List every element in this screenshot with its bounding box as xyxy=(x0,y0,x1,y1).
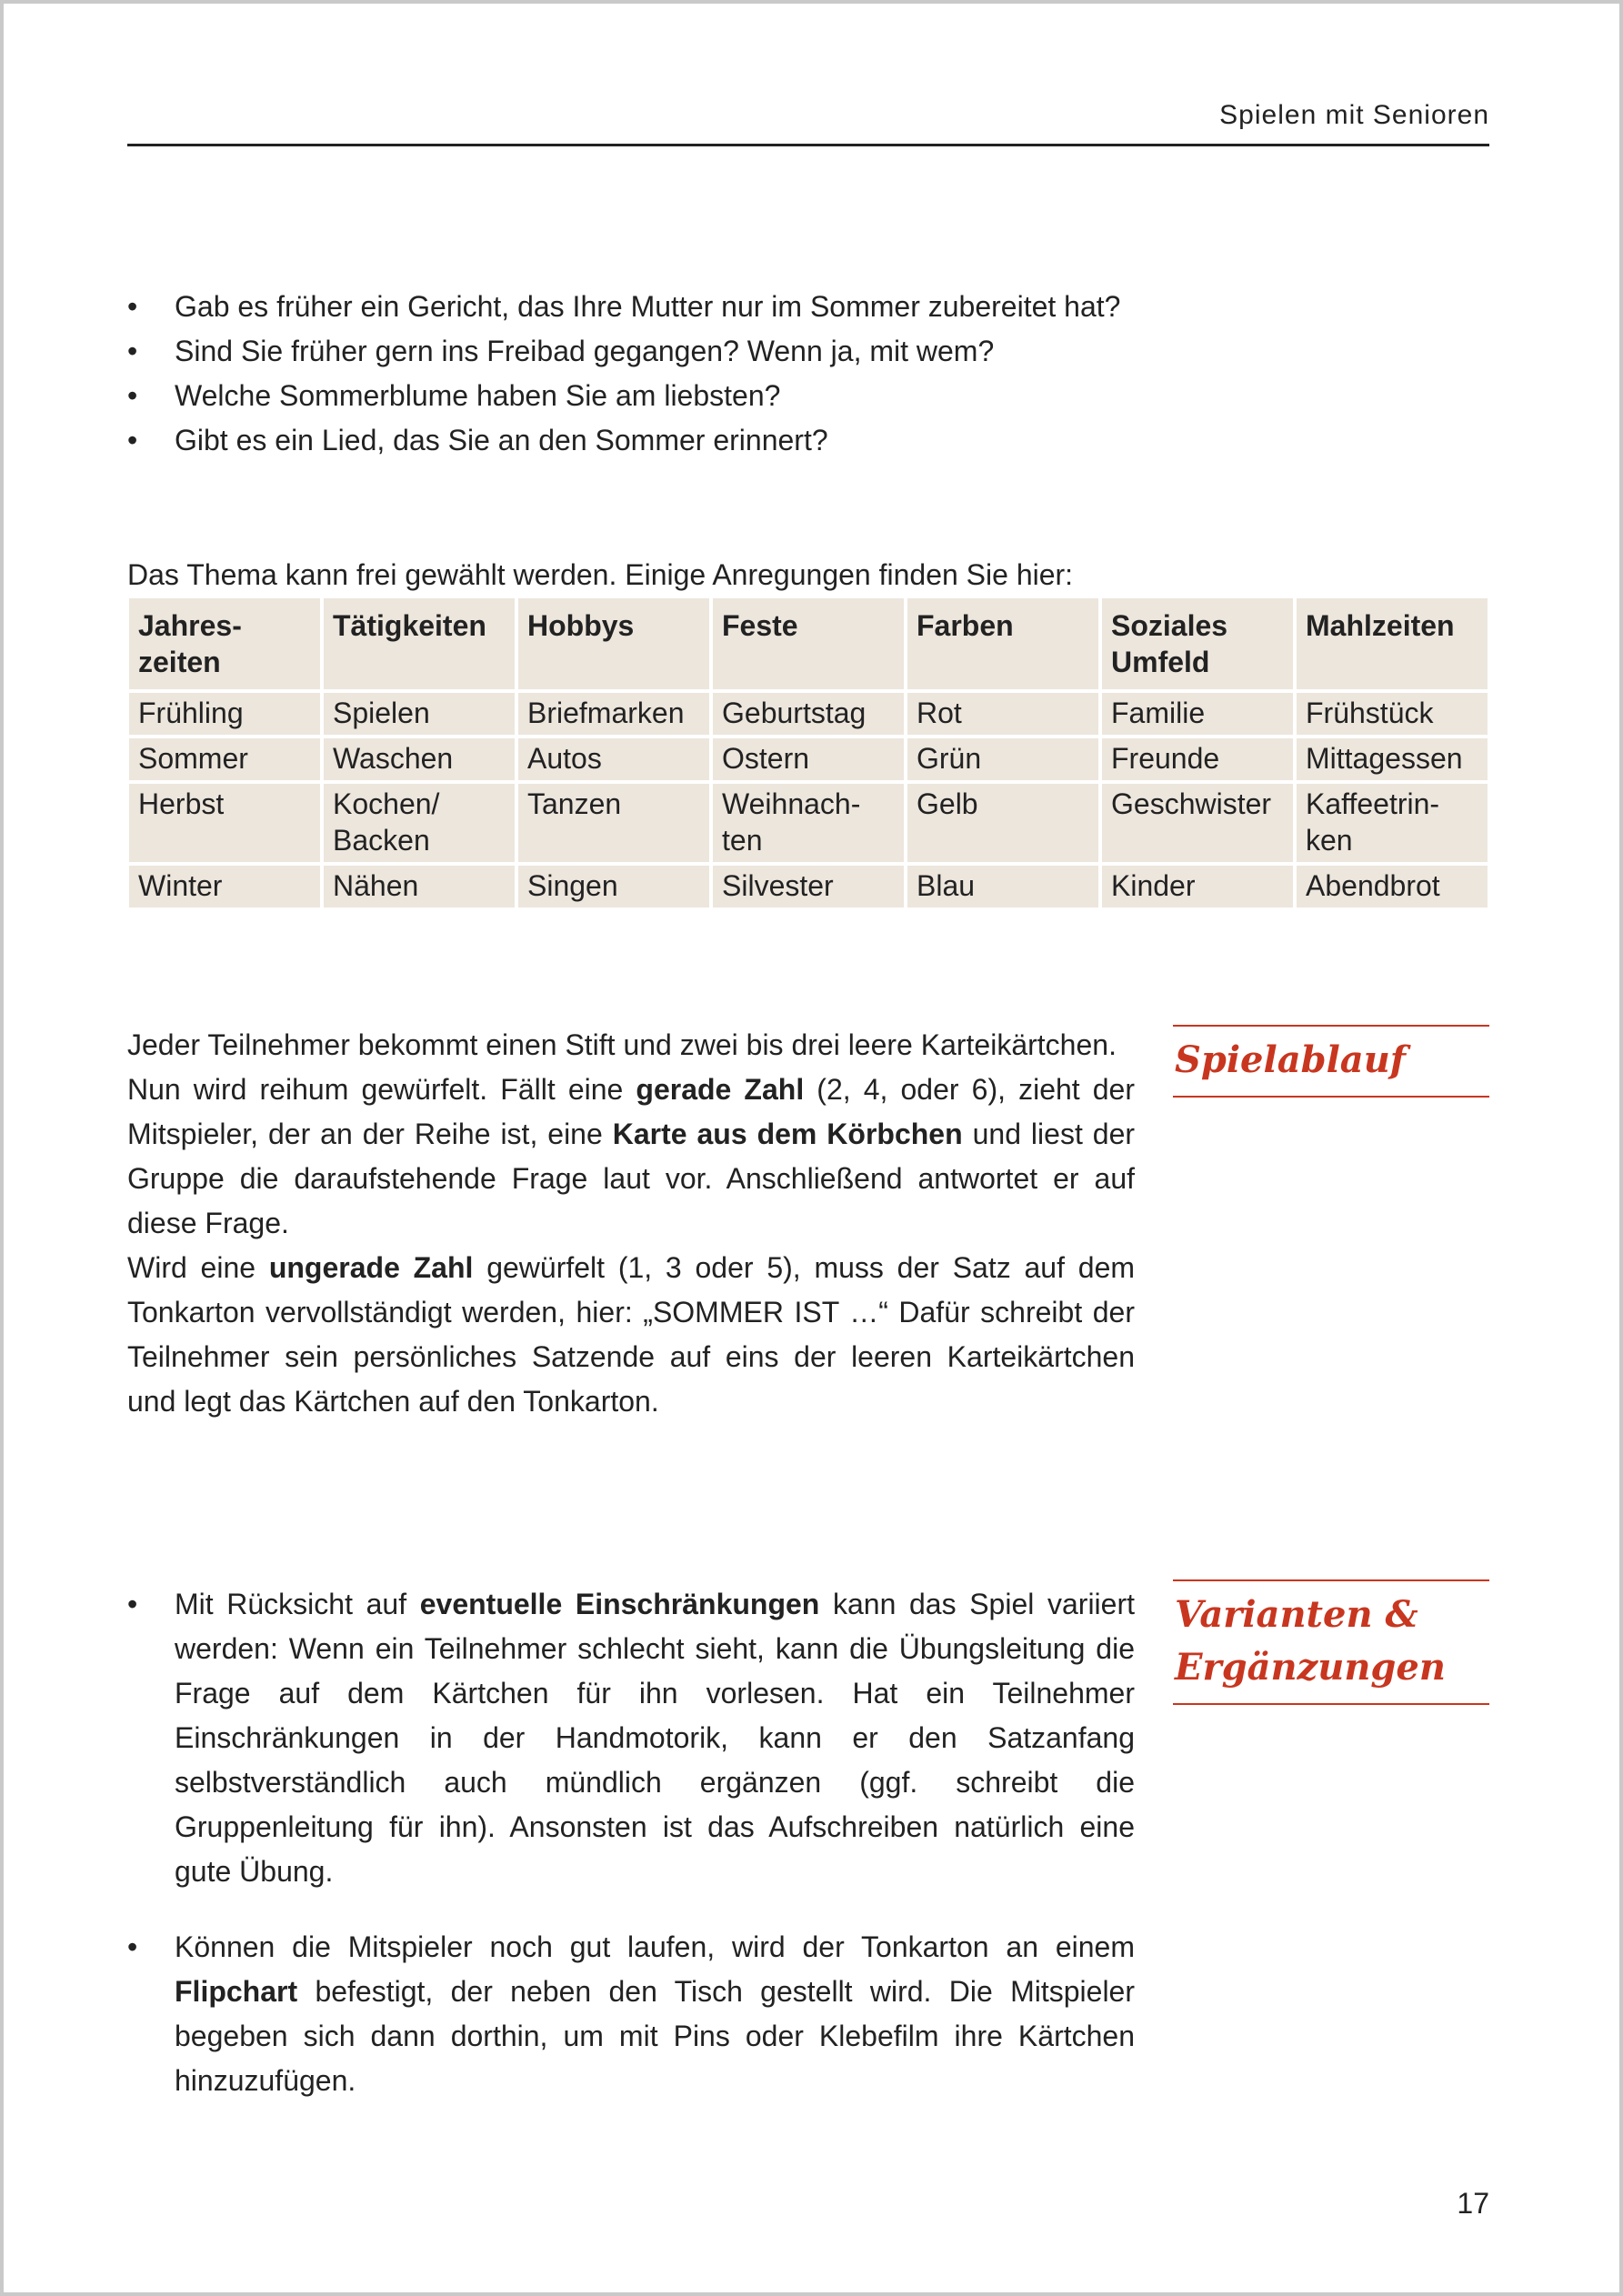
spielablauf-text: Jeder Teilnehmer bekommt einen Stift und… xyxy=(127,1023,1135,1424)
table-cell: Nähen xyxy=(324,866,515,907)
list-item: Welche Sommerblume haben Sie am liebsten… xyxy=(127,374,1164,418)
table-header-row: Jahres- zeiten Tätigkeiten Hobbys Feste … xyxy=(129,598,1488,689)
varianten-list: Mit Rücksicht auf eventuelle Einschränku… xyxy=(127,1582,1135,2134)
table-cell: Geburtstag xyxy=(713,693,904,735)
table-cell: Kaffeetrin- ken xyxy=(1297,784,1488,862)
list-item: Gibt es ein Lied, das Sie an den Sommer … xyxy=(127,418,1164,463)
table-cell: Briefmarken xyxy=(518,693,709,735)
table-cell: Grün xyxy=(907,738,1098,780)
bold-text: ungerade Zahl xyxy=(268,1251,474,1284)
table-row: Frühling Spielen Briefmarken Geburtstag Rot F… xyxy=(129,693,1488,735)
list-item: Mit Rücksicht auf eventuelle Einschränku… xyxy=(127,1582,1135,1894)
table-cell: Autos xyxy=(518,738,709,780)
text: gewürfelt (1, 3 oder 5), muss der Satz a… xyxy=(127,1251,1136,1418)
table-cell: Familie xyxy=(1102,693,1293,735)
heading-text: Spielablauf xyxy=(1175,1038,1406,1081)
table-cell: Frühstück xyxy=(1297,693,1488,735)
heading-text: Varianten & xyxy=(1175,1593,1418,1636)
text: Mit Rücksicht auf xyxy=(175,1588,420,1620)
table-row: Sommer Waschen Autos Ostern Grün Freunde Mitta… xyxy=(129,738,1488,780)
section-heading-varianten: Varianten & Ergänzungen xyxy=(1173,1579,1489,1705)
table-cell: Herbst xyxy=(129,784,320,862)
column-header: Soziales Umfeld xyxy=(1102,598,1293,689)
table-cell: Winter xyxy=(129,866,320,907)
column-header: Tätigkeiten xyxy=(324,598,515,689)
table-cell: Tanzen xyxy=(518,784,709,862)
table-cell: Kinder xyxy=(1102,866,1293,907)
paragraph: Wird eine ungerade Zahl gewürfelt (1, 3 … xyxy=(127,1246,1135,1424)
table-cell: Frühling xyxy=(129,693,320,735)
table-cell: Sommer xyxy=(129,738,320,780)
column-header: Jahres- zeiten xyxy=(129,598,320,689)
table-cell: Mittagessen xyxy=(1297,738,1488,780)
text: Nun wird reihum gewürfelt. Fällt eine xyxy=(127,1073,636,1106)
list-item: Sind Sie früher gern ins Freibad gegange… xyxy=(127,329,1164,374)
question-list: Gab es früher ein Gericht, das Ihre Mutt… xyxy=(127,285,1164,463)
table-cell: Rot xyxy=(907,693,1098,735)
table-cell: Spielen xyxy=(324,693,515,735)
bold-text: Flipchart xyxy=(175,1975,298,2008)
page-number: 17 xyxy=(1457,2187,1489,2220)
table-cell: Gelb xyxy=(907,784,1098,862)
column-header: Farben xyxy=(907,598,1098,689)
text: und liest der Gruppe die daraufstehende … xyxy=(127,1118,1136,1239)
list-item: Können die Mitspieler noch gut laufen, w… xyxy=(127,1925,1135,2103)
table-cell: Geschwister xyxy=(1102,784,1293,862)
column-header: Feste xyxy=(713,598,904,689)
bold-text: gerade Zahl xyxy=(636,1073,805,1106)
column-header: Mahlzeiten xyxy=(1297,598,1488,689)
text: kann das Spiel variiert werden: Wenn ein… xyxy=(175,1588,1136,1888)
text: Können die Mitspieler noch gut laufen, w… xyxy=(175,1930,1135,1963)
header-rule xyxy=(127,144,1489,146)
paragraph: Jeder Teilnehmer bekommt einen Stift und… xyxy=(127,1028,1117,1061)
table-cell: Waschen xyxy=(324,738,515,780)
running-header: Spielen mit Senioren xyxy=(1219,100,1489,130)
table-cell: Weihnach- ten xyxy=(713,784,904,862)
table-cell: Abendbrot xyxy=(1297,866,1488,907)
table-intro: Das Thema kann frei gewählt werden. Eini… xyxy=(127,558,1074,591)
column-header: Hobbys xyxy=(518,598,709,689)
table-row: Winter Nähen Singen Silvester Blau Kinder Aben… xyxy=(129,866,1488,907)
bold-text: eventuelle Einschränkungen xyxy=(419,1588,820,1620)
table-row: Herbst Kochen/ Backen Tanzen Weihnach- ten G… xyxy=(129,784,1488,862)
table-cell: Kochen/ Backen xyxy=(324,784,515,862)
heading-text: Ergänzungen xyxy=(1175,1646,1446,1689)
bold-text: Karte aus dem Körbchen xyxy=(612,1118,963,1150)
text: Wird eine xyxy=(127,1251,269,1284)
table-cell: Singen xyxy=(518,866,709,907)
theme-table: Jahres- zeiten Tätigkeiten Hobbys Feste … xyxy=(125,595,1491,911)
paragraph: Nun wird reihum gewürfelt. Fällt eine ge… xyxy=(127,1068,1135,1246)
table-cell: Silvester xyxy=(713,866,904,907)
text: (2, 4, oder 6), zieht der Mitspieler, de… xyxy=(127,1073,1136,1150)
list-item: Gab es früher ein Gericht, das Ihre Mutt… xyxy=(127,285,1164,329)
table-cell: Blau xyxy=(907,866,1098,907)
table-cell: Ostern xyxy=(713,738,904,780)
table-cell: Freunde xyxy=(1102,738,1293,780)
text: befestigt, der neben den Tisch gestellt … xyxy=(175,1975,1135,2097)
section-heading-spielablauf: Spielablauf xyxy=(1173,1025,1489,1098)
